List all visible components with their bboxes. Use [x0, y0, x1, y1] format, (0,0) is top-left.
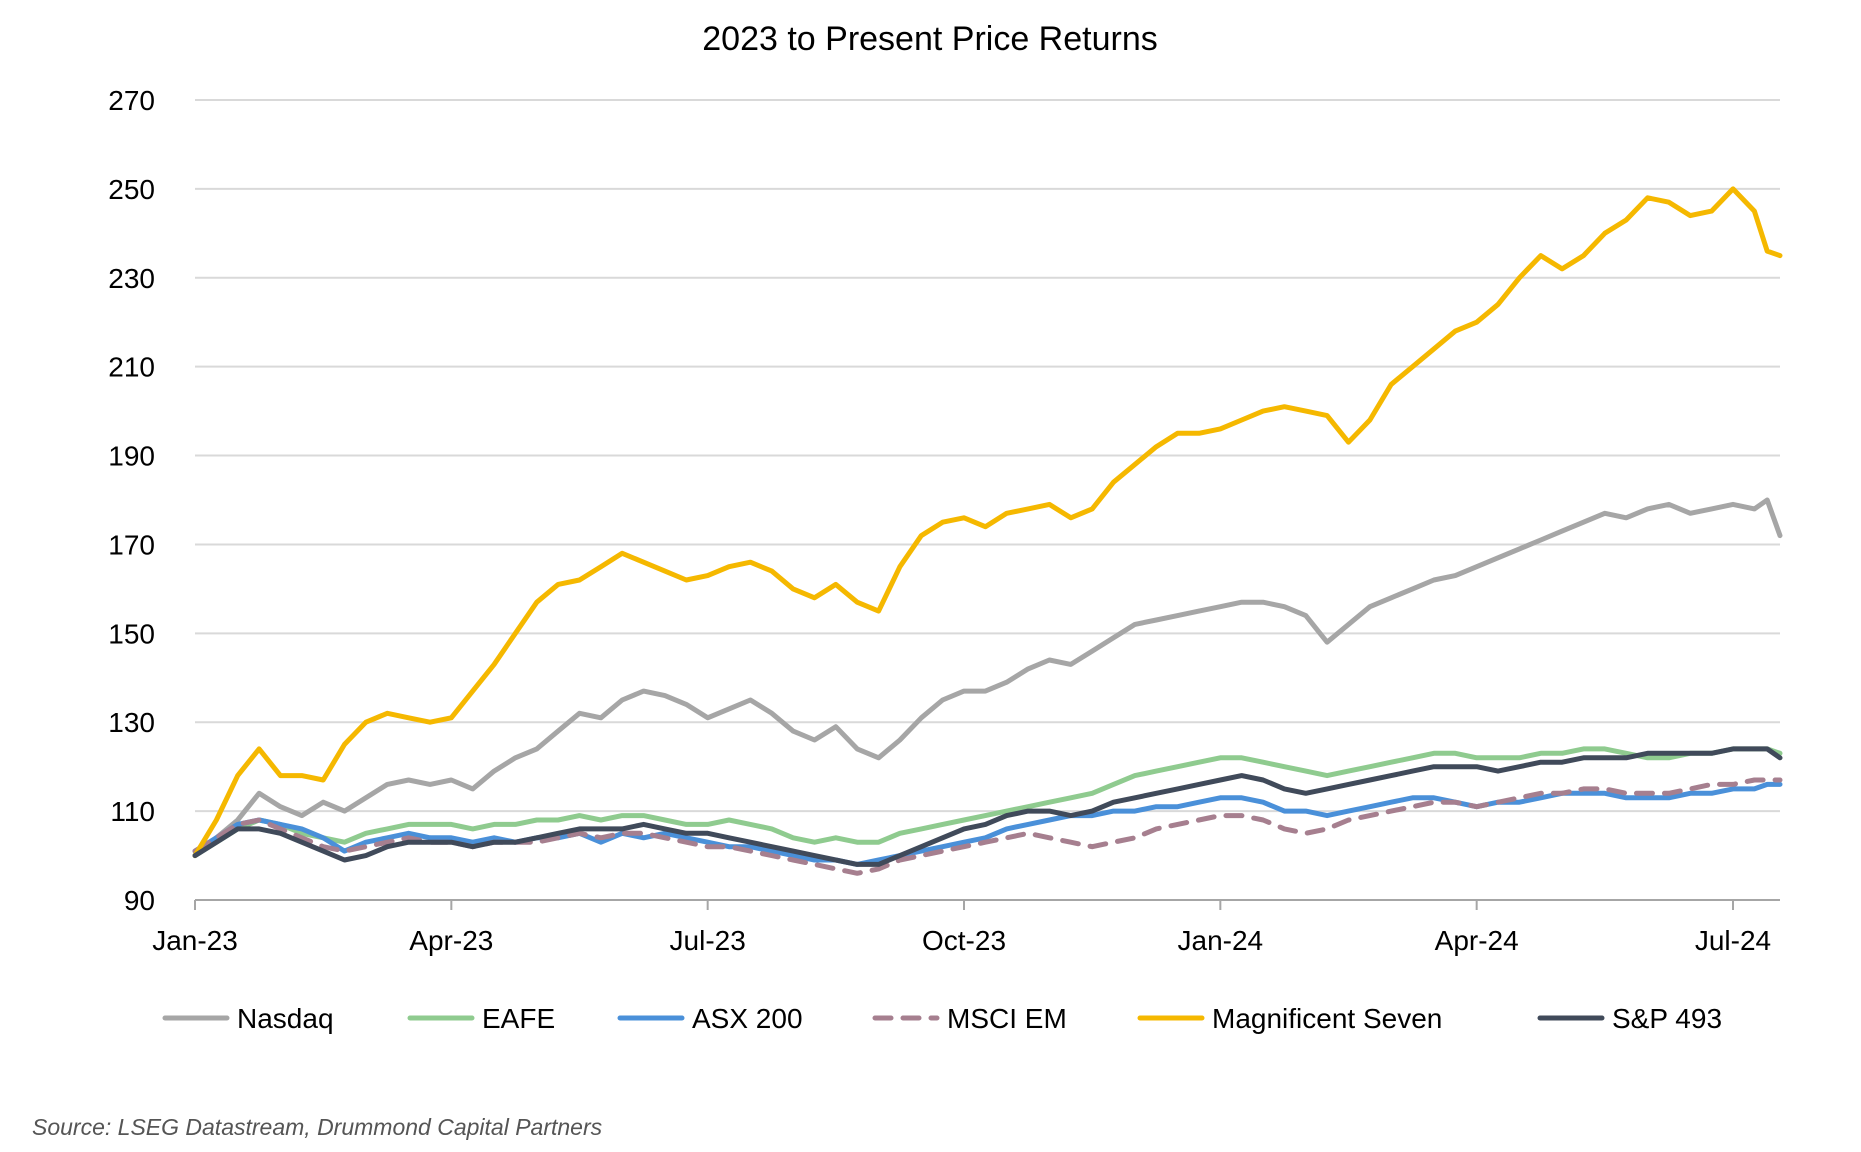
series-line-eafe [192, 746, 1783, 859]
x-tick-label: Apr-23 [409, 925, 493, 956]
x-tick-label: Apr-24 [1435, 925, 1519, 956]
chart-title: 2023 to Present Price Returns [702, 20, 1157, 58]
legend-label-eafe: EAFE [482, 1003, 555, 1034]
x-tick-label: Jul-24 [1695, 925, 1771, 956]
y-tick-label: 270 [108, 85, 155, 116]
y-tick-labels: 90 110 130 150 170 190 210 230 250 270 [108, 85, 155, 916]
legend-label-magnificent-seven: Magnificent Seven [1212, 1003, 1442, 1034]
y-tick-label: 130 [108, 707, 155, 738]
series-line-nasdaq [192, 497, 1783, 859]
gridlines [195, 99, 1780, 813]
y-tick-label: 110 [110, 796, 155, 827]
legend-label-nasdaq: Nasdaq [237, 1003, 334, 1034]
y-tick-label: 230 [108, 263, 155, 294]
legend-label-msci-em: MSCI EM [947, 1003, 1067, 1034]
x-tick-label: Oct-23 [922, 925, 1006, 956]
series-line-magnificent-seven [192, 186, 1783, 859]
y-tick-label: 170 [108, 529, 155, 560]
y-tick-label: 150 [108, 618, 155, 649]
x-tick-label: Jan-23 [152, 925, 238, 956]
legend: Nasdaq EAFE ASX 200 MSCI EM Magnificent Seve… [162, 1003, 1722, 1034]
x-tick-label: Jan-24 [1178, 925, 1264, 956]
x-tick-label: Jul-23 [670, 925, 746, 956]
series-lines [192, 186, 1783, 876]
y-tick-label: 90 [124, 885, 155, 916]
source-note: Source: LSEG Datastream, Drummond Capita… [32, 1114, 603, 1140]
series-line-sandp-493 [192, 746, 1783, 867]
legend-label-asx-200: ASX 200 [692, 1003, 803, 1034]
y-tick-label: 210 [108, 352, 155, 383]
series-line-asx-200 [192, 781, 1783, 867]
axes [194, 899, 1780, 910]
legend-label-sandp-493: S&P 493 [1612, 1003, 1722, 1034]
y-tick-label: 190 [108, 441, 155, 472]
x-tick-labels: Jan-23 Apr-23 Jul-23 Oct-23 Jan-24 Apr-24 Jul-… [152, 925, 1771, 956]
y-tick-label: 250 [108, 174, 155, 205]
